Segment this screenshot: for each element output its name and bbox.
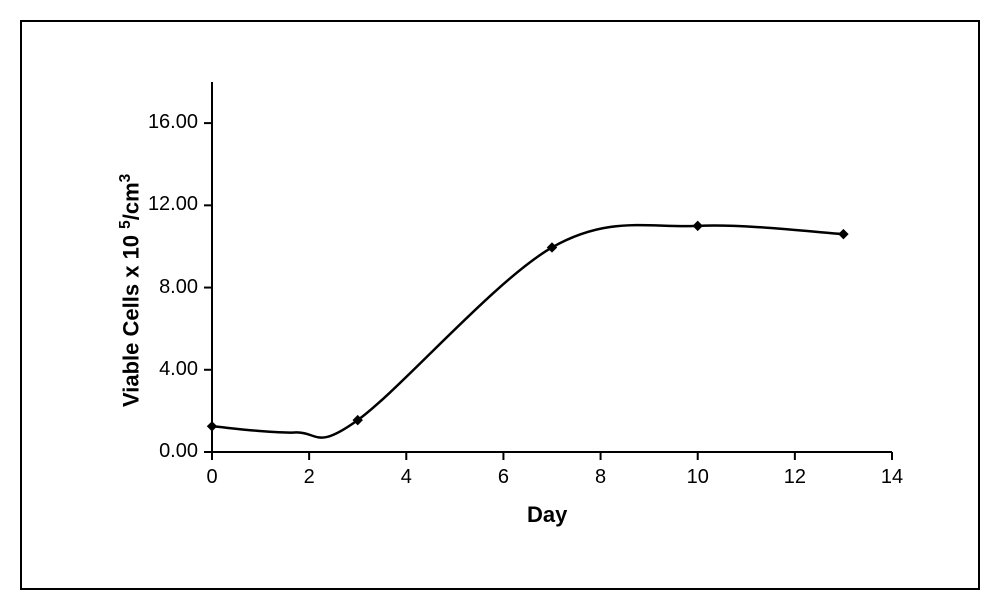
x-tick-label: 4 — [394, 466, 418, 489]
y-tick-label: 8.00 — [159, 276, 198, 299]
y-tick-label: 12.00 — [148, 193, 198, 216]
y-tick-label: 16.00 — [148, 111, 198, 134]
x-tick-label: 0 — [200, 466, 224, 489]
y-axis-title: Viable Cells x 10 5/cm3 — [117, 174, 144, 407]
x-tick-label: 6 — [491, 466, 515, 489]
y-axis-title-part: Viable Cells x 10 — [118, 229, 143, 407]
data-marker — [839, 230, 848, 239]
data-marker — [693, 221, 702, 230]
y-axis-title-sup: 3 — [117, 174, 134, 183]
y-tick-label: 0.00 — [159, 440, 198, 463]
x-axis-title: Day — [527, 502, 567, 528]
y-axis-title-sup: 5 — [117, 220, 134, 229]
x-tick-label: 12 — [783, 466, 807, 489]
y-axis-title-part: /cm — [118, 182, 143, 220]
plot-wrap: 0 2 4 6 8 10 12 14 0.00 4.00 8.00 12.00 16.00 Day V… — [22, 22, 978, 588]
x-tick-label: 14 — [880, 466, 904, 489]
x-tick-label: 10 — [686, 466, 710, 489]
y-tick-label: 4.00 — [159, 358, 198, 381]
x-tick-label: 2 — [297, 466, 321, 489]
chart-frame: 0 2 4 6 8 10 12 14 0.00 4.00 8.00 12.00 16.00 Day V… — [20, 20, 980, 590]
x-tick-label: 8 — [589, 466, 613, 489]
data-marker — [208, 422, 217, 431]
series-line — [212, 225, 843, 438]
chart-svg — [22, 22, 978, 588]
